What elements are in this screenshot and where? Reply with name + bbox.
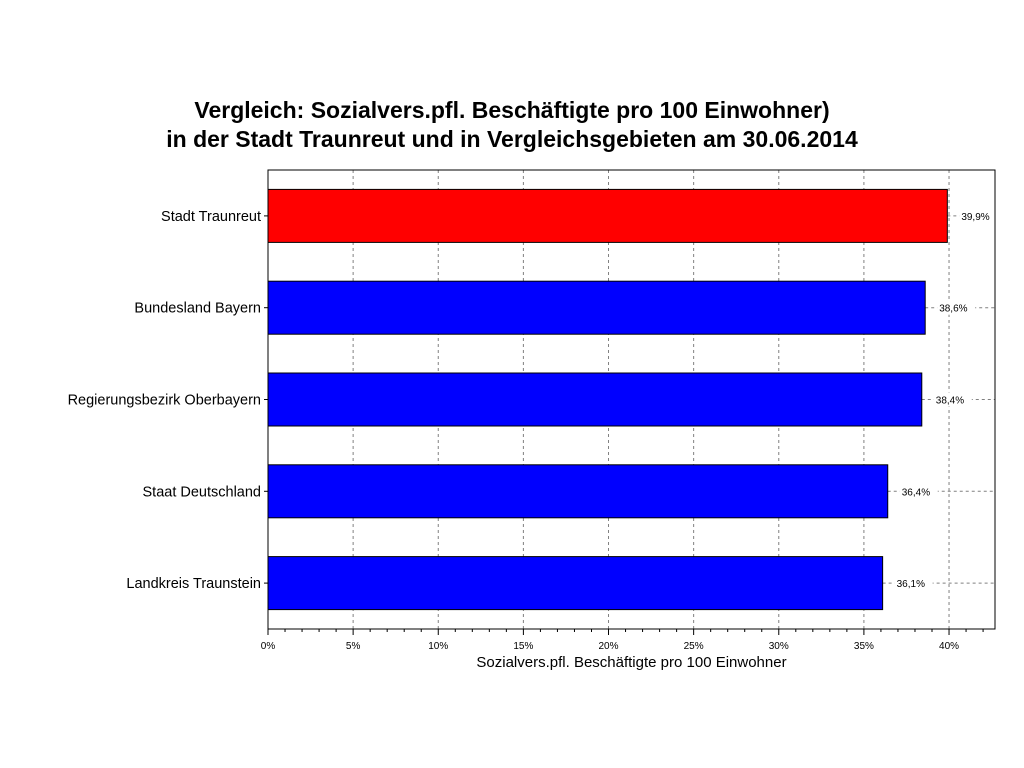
x-axis-label: Sozialvers.pfl. Beschäftigte pro 100 Ein… bbox=[476, 654, 787, 671]
x-tick-label: 15% bbox=[513, 641, 533, 652]
category-label: Staat Deutschland bbox=[143, 484, 262, 500]
bar bbox=[267, 280, 926, 335]
plot-frame bbox=[267, 169, 996, 630]
value-label-background bbox=[933, 392, 972, 407]
x-tick-label: 0% bbox=[261, 641, 276, 652]
x-tick-label: 40% bbox=[939, 641, 959, 652]
chart-title-line-1: Vergleich: Sozialvers.pfl. Beschäftigte … bbox=[194, 97, 830, 123]
bar bbox=[267, 556, 884, 611]
value-label: 36,4% bbox=[902, 487, 930, 498]
value-label-background bbox=[959, 208, 998, 223]
value-label: 38,4% bbox=[936, 396, 964, 407]
value-label: 36,1% bbox=[897, 579, 925, 590]
x-tick-label: 35% bbox=[854, 641, 874, 652]
category-label: Stadt Traunreut bbox=[161, 209, 261, 225]
value-label-background bbox=[937, 300, 976, 315]
category-label: Bundesland Bayern bbox=[134, 301, 261, 317]
chart-title-line-2: in der Stadt Traunreut und in Vergleichs… bbox=[166, 126, 858, 152]
value-label-background bbox=[894, 576, 933, 591]
category-label: Regierungsbezirk Oberbayern bbox=[68, 393, 261, 409]
value-label-background bbox=[899, 484, 938, 499]
x-tick-label: 10% bbox=[428, 641, 448, 652]
bar bbox=[267, 372, 923, 427]
value-label: 38,6% bbox=[939, 304, 967, 315]
value-label: 39,9% bbox=[961, 212, 989, 223]
x-tick-label: 5% bbox=[346, 641, 361, 652]
bar bbox=[267, 188, 948, 243]
chart-title: Vergleich: Sozialvers.pfl. Beschäftigte … bbox=[0, 96, 1024, 154]
x-tick-label: 30% bbox=[769, 641, 789, 652]
bar bbox=[267, 464, 889, 519]
category-label: Landkreis Traunstein bbox=[126, 576, 261, 592]
x-tick-label: 20% bbox=[599, 641, 619, 652]
x-tick-label: 25% bbox=[684, 641, 704, 652]
